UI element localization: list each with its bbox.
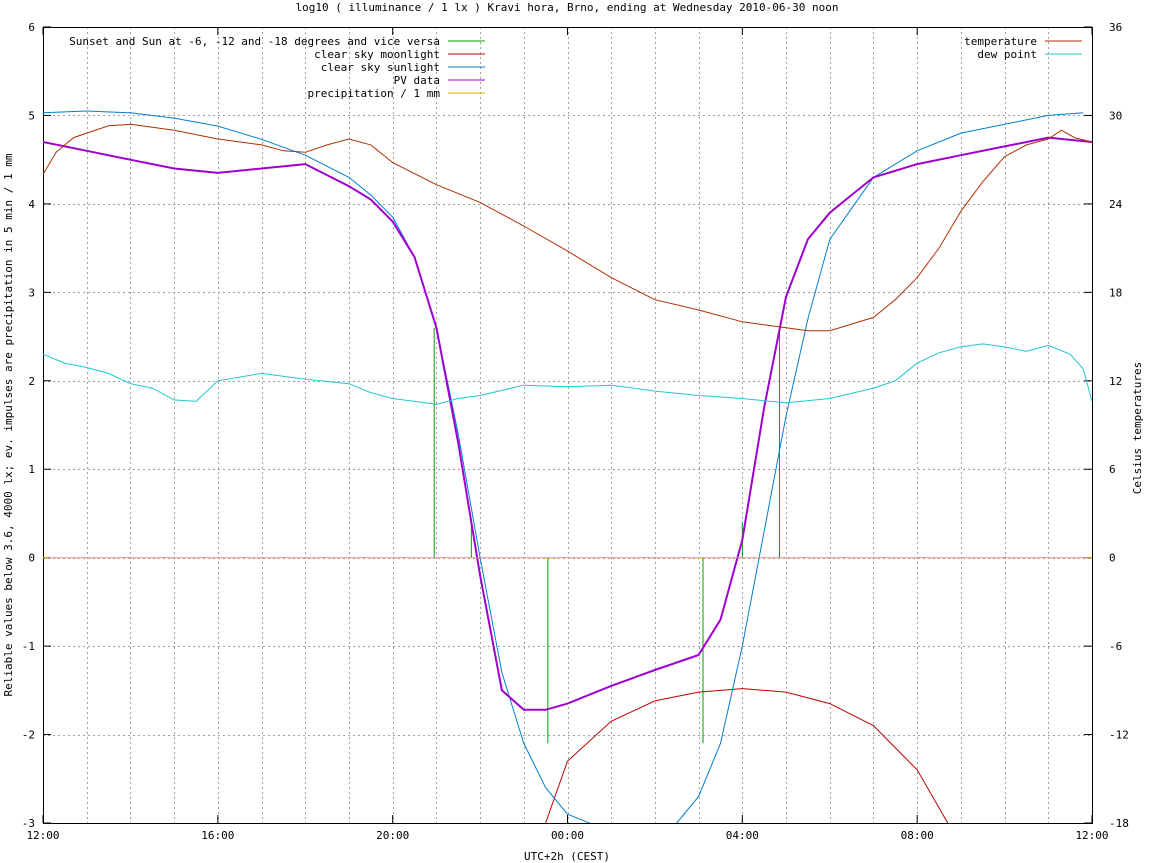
ticks: 12:00 16:00 20:00 00:00 04:00 08:00 12:00-3-2-… <box>22 21 1129 842</box>
x-tick-label: 16:00 <box>201 829 234 842</box>
legend-label: precipitation / 1 mm <box>308 87 441 100</box>
y-tick-label: 4 <box>28 198 35 211</box>
legend-label: Sunset and Sun at -6, -12 and -18 degree… <box>69 35 440 48</box>
y2-tick-label: -18 <box>1109 817 1129 830</box>
series-pv-data <box>43 136 1092 711</box>
y-tick-label: 0 <box>28 552 35 565</box>
x-tick-label: 12:00 <box>26 829 59 842</box>
series-dew-point <box>43 343 1092 405</box>
y2-tick-label: 0 <box>1109 552 1116 565</box>
legend-label: clear sky moonlight <box>314 48 440 61</box>
y-tick-label: 3 <box>28 286 35 299</box>
series-clear-sky-sunlight <box>43 110 1084 823</box>
legend-label: temperature <box>964 35 1037 48</box>
y-axis-label: Reliable values below 3.6, 4000 lx; ev. … <box>2 153 15 696</box>
y2-tick-label: 24 <box>1109 198 1123 211</box>
y2-axis-label: Celsius temperatures <box>1131 362 1144 494</box>
legend-label: dew point <box>977 48 1037 61</box>
legend-label: clear sky sunlight <box>321 61 440 74</box>
x-tick-label: 08:00 <box>901 829 934 842</box>
x-tick-label: 20:00 <box>376 829 409 842</box>
y2-tick-label: 30 <box>1109 109 1122 122</box>
y-tick-label: -3 <box>22 817 35 830</box>
y2-tick-label: 6 <box>1109 463 1116 476</box>
y2-tick-label: 36 <box>1109 21 1122 34</box>
x-tick-label: 00:00 <box>551 829 584 842</box>
y2-tick-label: 12 <box>1109 375 1122 388</box>
y-tick-label: -1 <box>22 640 35 653</box>
series-layer <box>43 110 1092 823</box>
y2-tick-label: -6 <box>1109 640 1122 653</box>
y-tick-label: 2 <box>28 375 35 388</box>
legend-label: PV data <box>394 74 440 87</box>
chart-title: log10 ( illuminance / 1 lx ) Kravi hora,… <box>295 1 838 14</box>
y2-tick-label: 18 <box>1109 286 1122 299</box>
series-clear-sky-moonlight <box>545 688 949 823</box>
x-tick-label: 04:00 <box>726 829 759 842</box>
y2-tick-label: -12 <box>1109 729 1129 742</box>
y-tick-label: 6 <box>28 21 35 34</box>
x-tick-label: 12:00 <box>1075 829 1108 842</box>
y-tick-label: 5 <box>28 109 35 122</box>
series-temperature <box>43 123 1092 332</box>
legend-left: Sunset and Sun at -6, -12 and -18 degree… <box>69 35 485 100</box>
x-axis-label: UTC+2h (CEST) <box>524 850 610 863</box>
y-tick-label: -2 <box>22 729 35 742</box>
y-tick-label: 1 <box>28 463 35 476</box>
